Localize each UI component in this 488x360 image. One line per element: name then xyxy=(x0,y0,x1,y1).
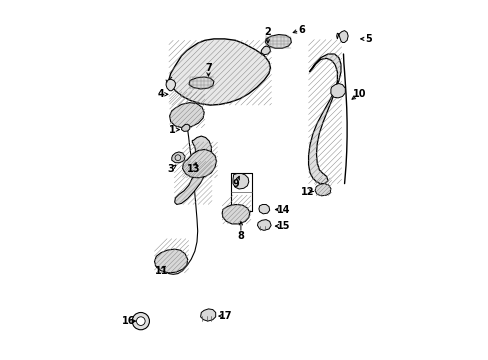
Polygon shape xyxy=(257,220,270,230)
Polygon shape xyxy=(200,309,215,321)
Text: 4: 4 xyxy=(157,89,164,99)
Polygon shape xyxy=(171,152,185,163)
Polygon shape xyxy=(181,124,189,131)
Text: 16: 16 xyxy=(122,316,135,326)
Polygon shape xyxy=(258,204,269,214)
Text: 8: 8 xyxy=(237,231,244,241)
Text: 3: 3 xyxy=(167,164,174,174)
Circle shape xyxy=(136,317,145,325)
Polygon shape xyxy=(314,184,330,196)
Polygon shape xyxy=(261,46,270,55)
Polygon shape xyxy=(330,84,345,98)
Polygon shape xyxy=(166,79,175,91)
Polygon shape xyxy=(154,249,187,273)
Polygon shape xyxy=(169,103,204,128)
Text: 14: 14 xyxy=(276,204,289,215)
Polygon shape xyxy=(182,149,216,178)
Text: 1: 1 xyxy=(169,125,176,135)
Text: 10: 10 xyxy=(352,89,366,99)
Polygon shape xyxy=(308,54,340,184)
Text: 2: 2 xyxy=(264,27,271,37)
Text: 13: 13 xyxy=(186,164,200,174)
Polygon shape xyxy=(222,204,249,224)
Text: 7: 7 xyxy=(204,63,211,73)
Text: 17: 17 xyxy=(219,311,232,321)
Polygon shape xyxy=(168,39,270,105)
Text: 15: 15 xyxy=(276,221,289,231)
Text: 6: 6 xyxy=(298,24,305,35)
Polygon shape xyxy=(174,136,211,204)
Circle shape xyxy=(132,312,149,330)
Text: 9: 9 xyxy=(232,179,238,189)
Polygon shape xyxy=(336,31,347,42)
Text: 5: 5 xyxy=(365,34,371,44)
Polygon shape xyxy=(232,174,248,189)
Polygon shape xyxy=(265,35,291,48)
Text: 12: 12 xyxy=(300,186,314,197)
Text: 11: 11 xyxy=(155,266,168,276)
Polygon shape xyxy=(189,77,213,89)
